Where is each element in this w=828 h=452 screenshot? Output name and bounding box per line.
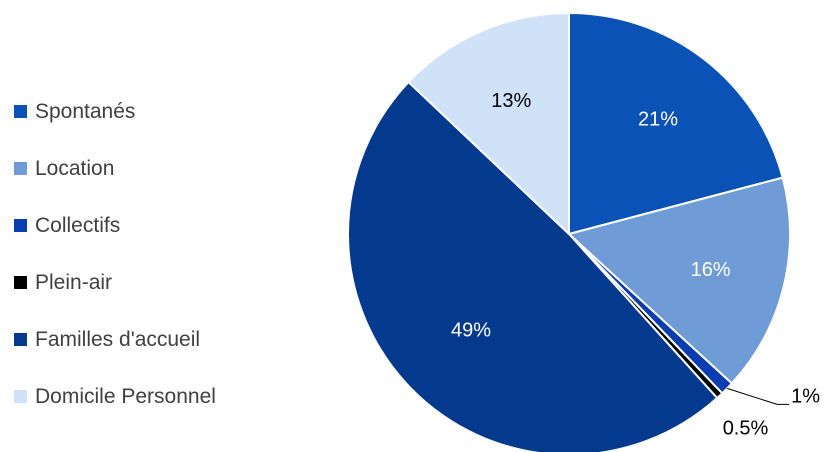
legend-label: Plein-air [35, 270, 113, 294]
legend-label: Location [35, 156, 115, 180]
slice-data-label: 16% [691, 259, 731, 281]
legend-swatch [14, 276, 27, 289]
legend-item: Spontanés [14, 83, 216, 140]
legend-swatch [14, 105, 27, 118]
legend-swatch [14, 219, 27, 232]
chart-legend: Spontanés Location Collectifs Plein-air Fami… [14, 83, 216, 425]
legend-label: Familles d'accueil [35, 327, 201, 351]
legend-item: Plein-air [14, 254, 216, 311]
legend-swatch [14, 333, 27, 346]
legend-swatch [14, 162, 27, 175]
pie-slice [568, 176, 791, 385]
pie-slice [568, 12, 784, 235]
legend-label: Collectifs [35, 213, 121, 237]
slice-data-label: 21% [638, 109, 678, 131]
legend-item: Location [14, 140, 216, 197]
legend-item: Familles d'accueil [14, 311, 216, 368]
pie-slice [407, 12, 570, 235]
legend-swatch [14, 390, 27, 403]
leader-line [726, 387, 790, 405]
slice-data-label: 1% [791, 385, 820, 407]
legend-label: Spontanés [35, 99, 136, 123]
slice-data-label: 13% [491, 90, 531, 112]
pie-slice [347, 81, 719, 452]
legend-label: Domicile Personnel [35, 384, 216, 408]
slice-data-label: 0.5% [723, 418, 769, 440]
legend-item: Domicile Personnel [14, 368, 216, 425]
slice-data-label: 49% [451, 320, 491, 342]
legend-item: Collectifs [14, 197, 216, 254]
